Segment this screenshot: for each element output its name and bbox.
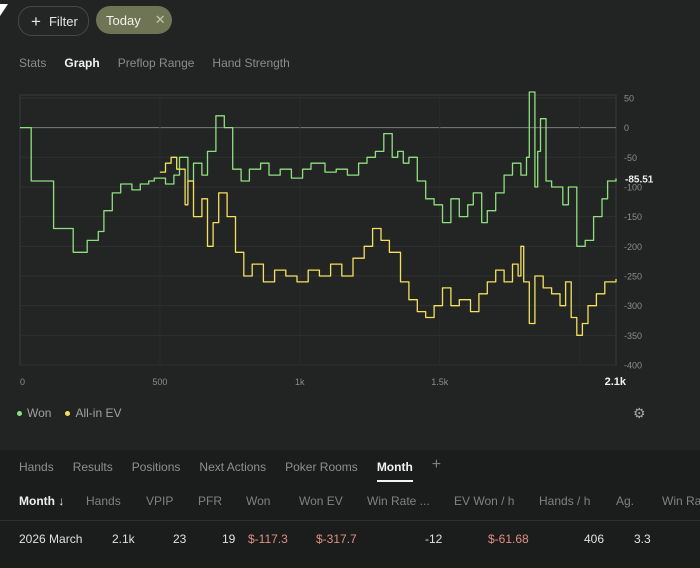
cell-aggression: 3.3 <box>634 532 651 546</box>
col-pfr[interactable]: PFR <box>198 494 222 508</box>
y-tick-label: -350 <box>624 331 642 341</box>
cell-pfr: 19 <box>222 532 236 546</box>
y-tick-label: -200 <box>624 242 642 252</box>
cell-win-rate: -12 <box>425 532 443 546</box>
y-tick-label: -400 <box>624 361 642 371</box>
y-tick-label: -150 <box>624 212 642 222</box>
tab-positions[interactable]: Positions <box>131 460 181 474</box>
profit-graph[interactable]: 50 0 -50 -100 -150 -200 -250 -300 -350 -400 0 500 1k… <box>0 90 700 390</box>
filter-chip-today[interactable]: Today ✕ <box>96 6 172 34</box>
series-line-all-in-ev <box>159 156 617 336</box>
legend-item-won[interactable]: Won <box>17 406 51 420</box>
report-tabs: Hands Results Positions Next Actions Pok… <box>19 456 441 482</box>
y-tick-label: -250 <box>624 271 642 281</box>
col-hands-per-hour[interactable]: Hands / h <box>539 494 591 508</box>
chart-legend: Won All-in EV <box>17 406 121 420</box>
tab-hand-strength[interactable]: Hand Strength <box>212 56 290 70</box>
mouse-cursor-icon <box>0 4 8 16</box>
tab-month[interactable]: Month <box>376 460 413 482</box>
tab-poker-rooms[interactable]: Poker Rooms <box>285 460 358 474</box>
report-panel: Hands Results Positions Next Actions Pok… <box>0 450 700 568</box>
filter-chip-label: Today <box>106 12 141 28</box>
cell-vpip: 23 <box>173 532 187 546</box>
add-filter-button[interactable]: + Filter <box>18 6 89 36</box>
x-tick-label: 1.5k <box>431 377 449 387</box>
x-tick-label: 0 <box>20 377 25 387</box>
filter-label: Filter <box>48 13 78 29</box>
tab-preflop-range[interactable]: Preflop Range <box>117 56 195 70</box>
col-hands[interactable]: Hands <box>86 494 121 508</box>
gear-icon[interactable]: ⚙ <box>633 405 646 421</box>
tab-graph[interactable]: Graph <box>64 56 100 70</box>
legend-label-allin-ev: All-in EV <box>75 406 122 420</box>
y-tick-label: 0 <box>624 123 629 133</box>
y-tick-label: 50 <box>624 93 634 103</box>
toolbar: + Filter Today ✕ <box>0 0 700 44</box>
col-win-rate-2[interactable]: Win Ra <box>662 494 700 508</box>
legend-dot-allin-ev <box>65 410 71 416</box>
table-header: Month ↓ Hands VPIP PFR Won Won EV Win Ra… <box>0 494 700 516</box>
series-line-won <box>20 91 617 253</box>
legend-label-won: Won <box>27 406 52 420</box>
tab-hands[interactable]: Hands <box>19 460 54 474</box>
cell-hands: 2.1k <box>112 532 135 546</box>
cell-won: $-117.3 <box>248 532 288 546</box>
cell-hands-per-hour: 406 <box>584 532 605 546</box>
x-tick-label: 1k <box>295 377 305 387</box>
cell-month: 2026 March <box>19 532 83 546</box>
x-tick-label: 500 <box>152 377 167 387</box>
y-tick-label: -50 <box>624 153 637 163</box>
legend-item-allin-ev[interactable]: All-in EV <box>65 406 121 420</box>
table-row[interactable]: 2026 March 2.1k 23 19 $-117.3 $-317.7 -1… <box>0 532 700 552</box>
plus-icon: + <box>31 11 41 31</box>
y-tick-label: -100 <box>624 182 642 192</box>
col-ev-won-per-hour[interactable]: EV Won / h <box>454 494 515 508</box>
col-won[interactable]: Won <box>246 494 271 508</box>
col-vpip[interactable]: VPIP <box>146 494 174 508</box>
cell-won-ev: $-317.7 <box>316 532 357 546</box>
current-value-label: -85.51 <box>625 174 654 185</box>
col-win-rate[interactable]: Win Rate ... <box>367 494 430 508</box>
col-month[interactable]: Month ↓ <box>19 494 65 508</box>
view-tabs: Stats Graph Preflop Range Hand Strength <box>19 56 308 70</box>
x-end-label: 2.1k <box>605 376 627 388</box>
col-won-ev[interactable]: Won EV <box>299 494 343 508</box>
tab-stats[interactable]: Stats <box>19 56 47 70</box>
close-icon[interactable]: ✕ <box>154 12 166 27</box>
col-aggression[interactable]: Ag. <box>616 494 635 508</box>
plot-frame <box>19 94 617 366</box>
tab-results[interactable]: Results <box>72 460 113 474</box>
tab-next-actions[interactable]: Next Actions <box>199 460 267 474</box>
legend-dot-won <box>17 410 22 416</box>
y-tick-label: -300 <box>624 301 642 311</box>
cell-ev-won-per-hour: $-61.68 <box>488 532 529 546</box>
header-divider <box>0 520 700 521</box>
add-tab-icon[interactable]: + <box>431 456 442 473</box>
